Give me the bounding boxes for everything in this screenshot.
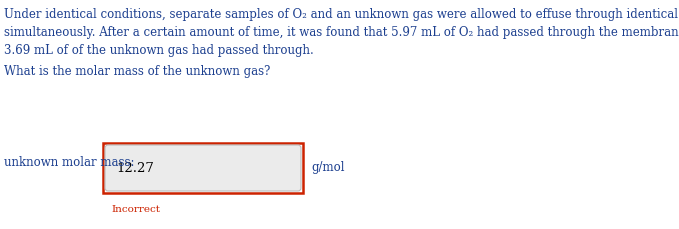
Text: unknown molar mass:: unknown molar mass: — [4, 156, 134, 169]
Bar — [103, 143, 303, 193]
Text: Incorrect: Incorrect — [111, 205, 160, 214]
Text: Under identical conditions, separate samples of O₂ and an unknown gas were allow: Under identical conditions, separate sam… — [4, 8, 679, 21]
Text: 3.69 mL of of the unknown gas had passed through.: 3.69 mL of of the unknown gas had passed… — [4, 44, 314, 57]
Text: simultaneously. After a certain amount of time, it was found that 5.97 mL of O₂ : simultaneously. After a certain amount o… — [4, 26, 679, 39]
Text: 12.27: 12.27 — [116, 161, 154, 174]
FancyBboxPatch shape — [105, 145, 301, 191]
Text: g/mol: g/mol — [311, 161, 344, 174]
Text: What is the molar mass of the unknown gas?: What is the molar mass of the unknown ga… — [4, 65, 270, 78]
